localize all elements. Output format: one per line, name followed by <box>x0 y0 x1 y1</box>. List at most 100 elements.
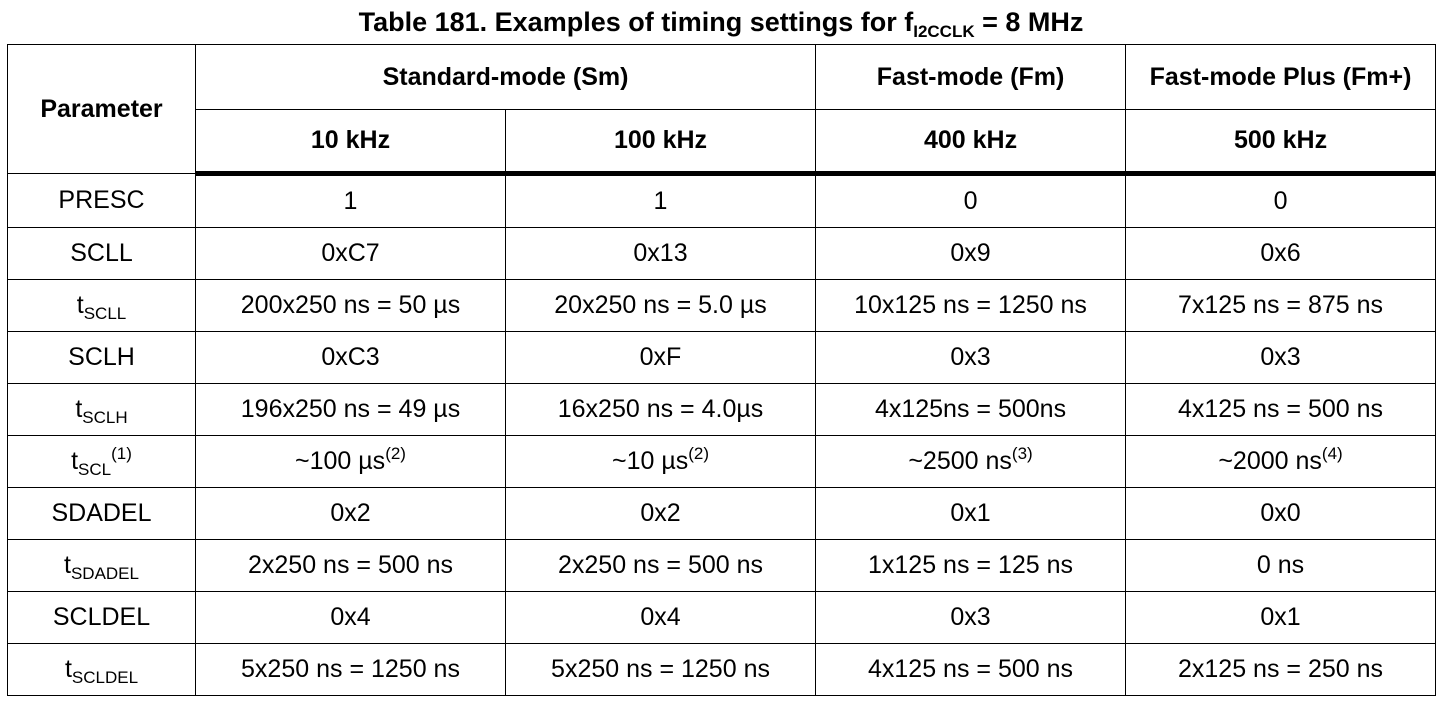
table-row: tSCL(1) ~100 µs(2) ~10 µs(2) ~2500 ns(3) ~20… <box>7 435 1437 488</box>
parameter-subscript: SCLL <box>83 304 127 323</box>
value-cell: 1 <box>504 173 817 228</box>
value-cell: 1 <box>195 173 506 228</box>
value-cell: 2x125 ns = 250 ns <box>1125 643 1437 696</box>
value-cell: ~10 µs(2) <box>504 435 817 488</box>
value-cell: 0x2 <box>504 487 817 540</box>
value-text: 0x9 <box>950 239 991 267</box>
value-cell: 4x125 ns = 500 ns <box>815 643 1127 696</box>
value-text: 4x125ns = 500ns <box>874 395 1067 423</box>
table-row: SDADEL 0x2 0x2 0x1 0x0 <box>7 487 1437 540</box>
value-cell: 0xC3 <box>195 331 506 384</box>
header-parameter: Parameter <box>7 44 196 174</box>
value-footnote-ref: (3) <box>1011 444 1033 463</box>
value-text: 0x6 <box>1260 239 1301 267</box>
parameter-cell: PRESC <box>7 173 196 228</box>
parameter-name: t <box>64 655 72 683</box>
table-body: PRESC 1 1 0 0 SCLL 0xC7 0x13 0x9 0x6 tSCLL 200x250 … <box>7 173 1437 696</box>
value-text: 0x4 <box>640 603 681 631</box>
parameter-name: t <box>75 395 83 423</box>
parameter-subscript: SCL <box>78 460 112 479</box>
header-freq-400khz: 400 kHz <box>815 109 1127 176</box>
value-cell: 10x125 ns = 1250 ns <box>815 279 1127 332</box>
value-cell: 4x125 ns = 500 ns <box>1125 383 1437 436</box>
value-cell: 0x0 <box>1125 487 1437 540</box>
parameter-cell: SDADEL <box>7 487 196 540</box>
value-cell: 0xC7 <box>195 227 506 280</box>
value-cell: 0x6 <box>1125 227 1437 280</box>
value-footnote-ref: (2) <box>385 444 406 463</box>
value-text: 1x125 ns = 125 ns <box>868 551 1074 579</box>
value-cell: 0x9 <box>815 227 1127 280</box>
parameter-name: t <box>76 291 84 319</box>
value-text: 2x250 ns = 500 ns <box>247 551 454 579</box>
parameter-name: SCLL <box>70 239 133 267</box>
parameter-name: PRESC <box>58 186 145 214</box>
parameter-cell: tSCLDEL <box>7 643 196 696</box>
parameter-footnote-ref: (1) <box>111 444 132 463</box>
value-footnote-ref: (2) <box>688 444 710 463</box>
parameter-subscript: SDADEL <box>70 564 139 583</box>
table-row: tSCLDEL 5x250 ns = 1250 ns 5x250 ns = 1250… <box>7 643 1437 696</box>
value-cell: 0xF <box>504 331 817 384</box>
value-cell: 200x250 ns = 50 µs <box>195 279 506 332</box>
caption-text: Table 181. Examples of timing settings f… <box>358 7 914 37</box>
value-cell: 0 <box>1125 173 1437 228</box>
value-cell: 2x250 ns = 500 ns <box>504 539 817 592</box>
value-text: 0x3 <box>950 603 991 631</box>
value-cell: 0x13 <box>504 227 817 280</box>
parameter-name: SCLDEL <box>52 603 151 631</box>
header-row-modes: Parameter Standard-mode (Sm) Fast-mode (… <box>7 44 1437 174</box>
parameter-name: t <box>64 551 71 579</box>
value-cell: 4x125ns = 500ns <box>815 383 1127 436</box>
table-row: SCLH 0xC3 0xF 0x3 0x3 <box>7 331 1437 384</box>
value-text: 0 ns <box>1256 551 1305 579</box>
parameter-name: t <box>71 447 79 475</box>
timing-settings-table: Parameter Standard-mode (Sm) Fast-mode (… <box>7 44 1437 696</box>
caption-subscript: I2CCLK <box>913 22 975 41</box>
value-cell: 1x125 ns = 125 ns <box>815 539 1127 592</box>
value-cell: ~2000 ns(4) <box>1125 435 1437 488</box>
header-freq-500khz: 500 kHz <box>1125 109 1437 176</box>
value-text: 0x2 <box>640 499 681 527</box>
value-cell: 0x4 <box>195 591 506 644</box>
value-cell: 16x250 ns = 4.0µs <box>504 383 817 436</box>
parameter-cell: tSDADEL <box>7 539 196 592</box>
value-text: ~100 µs <box>295 447 386 475</box>
table-caption: Table 181. Examples of timing settings f… <box>0 2 1442 42</box>
value-cell: 0x3 <box>815 591 1127 644</box>
value-footnote-ref: (4) <box>1321 444 1343 463</box>
header-row-frequencies: 10 kHz 100 kHz 400 kHz 500 kHz <box>8 109 1437 176</box>
parameter-name: SCLH <box>68 343 135 371</box>
value-text: 16x250 ns = 4.0µs <box>557 395 764 423</box>
value-text: 0x1 <box>1260 603 1301 631</box>
value-text: 0xC7 <box>321 239 380 267</box>
value-text: ~2500 ns <box>908 447 1012 475</box>
value-text: 0x3 <box>950 343 991 371</box>
value-text: 0 <box>1273 187 1288 215</box>
value-text: 0 <box>963 187 978 215</box>
value-cell: 0x3 <box>1125 331 1437 384</box>
value-cell: 7x125 ns = 875 ns <box>1125 279 1437 332</box>
table-row: PRESC 1 1 0 0 <box>7 173 1437 228</box>
table-header: Parameter Standard-mode (Sm) Fast-mode (… <box>7 44 1437 176</box>
value-cell: 0x2 <box>195 487 506 540</box>
value-text: 196x250 ns = 49 µs <box>240 395 461 423</box>
header-standard-mode: Standard-mode (Sm) <box>194 44 817 110</box>
value-cell: 5x250 ns = 1250 ns <box>195 643 506 696</box>
value-text: 0xC3 <box>321 343 380 371</box>
value-text: 1 <box>343 187 358 215</box>
value-cell: ~2500 ns(3) <box>815 435 1127 488</box>
value-text: 0x2 <box>330 499 371 527</box>
value-text: 4x125 ns = 500 ns <box>1178 395 1384 423</box>
value-cell: 2x250 ns = 500 ns <box>195 539 506 592</box>
value-text: 4x125 ns = 500 ns <box>868 655 1074 683</box>
value-text: 0x4 <box>330 603 371 631</box>
caption-suffix: = 8 MHz <box>974 7 1084 37</box>
value-text: 1 <box>653 187 668 215</box>
header-fast-mode-plus: Fast-mode Plus (Fm+) <box>1125 44 1437 110</box>
header-fast-mode: Fast-mode (Fm) <box>815 44 1127 110</box>
value-cell: 0x1 <box>1125 591 1437 644</box>
value-text: 2x250 ns = 500 ns <box>557 551 764 579</box>
table-row: SCLL 0xC7 0x13 0x9 0x6 <box>7 227 1437 280</box>
value-text: 5x250 ns = 1250 ns <box>551 655 770 683</box>
